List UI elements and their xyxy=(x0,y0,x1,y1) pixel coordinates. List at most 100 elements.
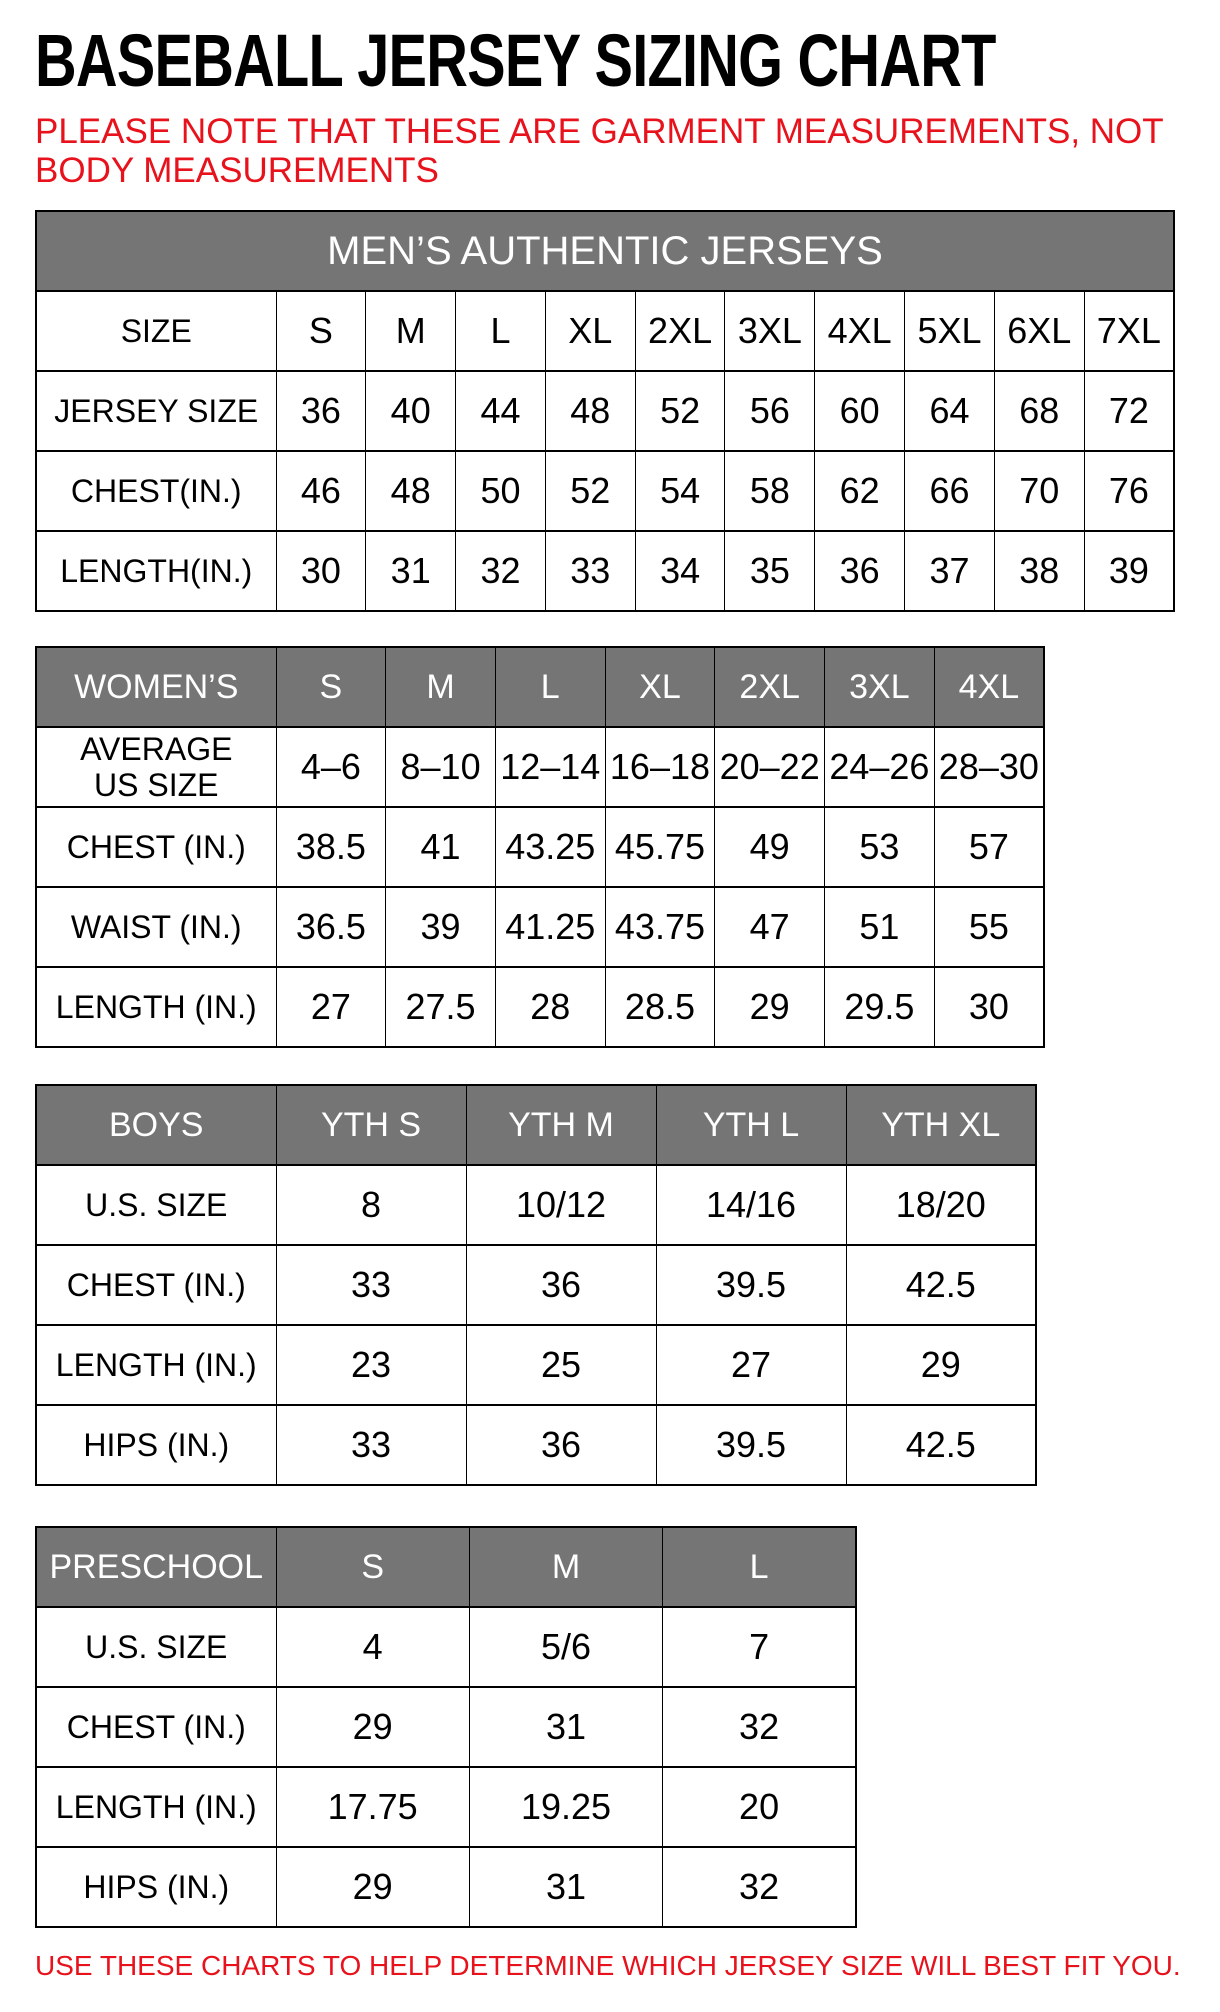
womens-value-cell: 39 xyxy=(385,886,496,969)
womens-value-cell: 29 xyxy=(714,966,826,1049)
preschool-size-header: L xyxy=(662,1526,857,1609)
mens-value-cell: 64 xyxy=(904,370,995,453)
mens-value-cell: M xyxy=(365,290,457,373)
boys-value-cell: 23 xyxy=(275,1324,467,1407)
preschool-size-header: M xyxy=(468,1526,664,1609)
womens-value-cell: 53 xyxy=(824,806,935,889)
boys-table-row: HIPS (IN.) 33 36 39.5 42.5 xyxy=(35,1404,1037,1487)
mens-value-cell: 62 xyxy=(814,450,906,533)
preschool-value-cell: 5/6 xyxy=(468,1606,664,1689)
mens-value-cell: 7XL xyxy=(1083,290,1175,373)
mens-value-cell: 31 xyxy=(365,530,457,613)
womens-row-label: CHEST (IN.) xyxy=(35,806,277,889)
mens-value-cell: 44 xyxy=(455,370,546,453)
preschool-header-label: PRESCHOOL xyxy=(35,1526,277,1609)
mens-value-cell: 2XL xyxy=(634,290,726,373)
mens-table-row: CHEST(IN.) 46 48 50 52 54 58 62 66 70 76 xyxy=(35,450,1175,533)
mens-value-cell: L xyxy=(455,290,546,373)
mens-value-cell: 4XL xyxy=(814,290,906,373)
mens-banner-row: MEN’S AUTHENTIC JERSEYS xyxy=(35,210,1175,293)
mens-table-row: SIZE S M L XL 2XL 3XL 4XL 5XL 6XL 7XL xyxy=(35,290,1175,373)
womens-size-header: 4XL xyxy=(933,646,1045,729)
preschool-value-cell: 31 xyxy=(468,1846,664,1929)
mens-value-cell: 6XL xyxy=(993,290,1085,373)
boys-value-cell: 36 xyxy=(465,1244,657,1327)
mens-row-label: CHEST(IN.) xyxy=(35,450,277,533)
mens-table-row: JERSEY SIZE 36 40 44 48 52 56 60 64 68 72 xyxy=(35,370,1175,453)
mens-value-cell: 38 xyxy=(993,530,1085,613)
mens-table-row: LENGTH(IN.) 30 31 32 33 34 35 36 37 38 39 xyxy=(35,530,1175,613)
preschool-value-cell: 4 xyxy=(275,1606,470,1689)
garment-measurements-note: PLEASE NOTE THAT THESE ARE GARMENT MEASU… xyxy=(35,112,1164,191)
mens-value-cell: 36 xyxy=(275,370,367,453)
mens-value-cell: 70 xyxy=(993,450,1085,533)
preschool-table-row: LENGTH (IN.) 17.75 19.25 20 xyxy=(35,1766,857,1849)
mens-value-cell: 76 xyxy=(1083,450,1175,533)
womens-value-cell: 43.25 xyxy=(494,806,606,889)
boys-row-label: U.S. SIZE xyxy=(35,1164,277,1247)
womens-row-label: WAIST (IN.) xyxy=(35,886,277,969)
mens-value-cell: 52 xyxy=(634,370,726,453)
mens-value-cell: 52 xyxy=(544,450,636,533)
page-title: BASEBALL JERSEY SIZING CHART xyxy=(35,19,996,102)
boys-value-cell: 14/16 xyxy=(655,1164,847,1247)
womens-value-cell: 8–10 xyxy=(385,726,496,809)
womens-value-cell: 27 xyxy=(275,966,387,1049)
mens-row-label: JERSEY SIZE xyxy=(35,370,277,453)
boys-row-label: CHEST (IN.) xyxy=(35,1244,277,1327)
boys-value-cell: 39.5 xyxy=(655,1404,847,1487)
womens-value-cell: 55 xyxy=(933,886,1045,969)
preschool-size-header: S xyxy=(275,1526,470,1609)
boys-sizing-table: BOYS YTH S YTH M YTH L YTH XL U.S. SIZE 8 10/12… xyxy=(35,1084,1037,1487)
mens-value-cell: 40 xyxy=(365,370,457,453)
boys-size-header: YTH S xyxy=(275,1084,467,1167)
womens-value-cell: 20–22 xyxy=(714,726,826,809)
womens-value-cell: 12–14 xyxy=(494,726,606,809)
preschool-table-row: U.S. SIZE 4 5/6 7 xyxy=(35,1606,857,1689)
boys-row-label: HIPS (IN.) xyxy=(35,1404,277,1487)
boys-value-cell: 8 xyxy=(275,1164,467,1247)
preschool-row-label: LENGTH (IN.) xyxy=(35,1766,277,1849)
mens-value-cell: 46 xyxy=(275,450,367,533)
mens-value-cell: 50 xyxy=(455,450,546,533)
boys-row-label: LENGTH (IN.) xyxy=(35,1324,277,1407)
womens-sizing-table: WOMEN’S S M L XL 2XL 3XL 4XL AVERAGE US SIZE 4–6 8… xyxy=(35,646,1045,1049)
womens-value-cell: 38.5 xyxy=(275,806,387,889)
womens-value-cell: 43.75 xyxy=(604,886,716,969)
boys-value-cell: 27 xyxy=(655,1324,847,1407)
preschool-row-label: HIPS (IN.) xyxy=(35,1846,277,1929)
mens-value-cell: 39 xyxy=(1083,530,1175,613)
womens-value-cell: 28.5 xyxy=(604,966,716,1049)
preschool-value-cell: 20 xyxy=(662,1766,857,1849)
womens-value-cell: 57 xyxy=(933,806,1045,889)
womens-value-cell: 27.5 xyxy=(385,966,496,1049)
boys-size-header: YTH M xyxy=(465,1084,657,1167)
mens-value-cell: 72 xyxy=(1083,370,1175,453)
boys-value-cell: 33 xyxy=(275,1244,467,1327)
mens-value-cell: 3XL xyxy=(724,290,816,373)
boys-value-cell: 18/20 xyxy=(845,1164,1037,1247)
womens-value-cell: 41 xyxy=(385,806,496,889)
preschool-row-label: CHEST (IN.) xyxy=(35,1686,277,1769)
mens-row-label: SIZE xyxy=(35,290,277,373)
boys-value-cell: 39.5 xyxy=(655,1244,847,1327)
preschool-value-cell: 32 xyxy=(662,1686,857,1769)
boys-value-cell: 36 xyxy=(465,1404,657,1487)
mens-value-cell: 35 xyxy=(724,530,816,613)
mens-value-cell: XL xyxy=(544,290,636,373)
womens-size-header: 3XL xyxy=(824,646,935,729)
mens-value-cell: 58 xyxy=(724,450,816,533)
boys-value-cell: 10/12 xyxy=(465,1164,657,1247)
boys-table-row: U.S. SIZE 8 10/12 14/16 18/20 xyxy=(35,1164,1037,1247)
preschool-value-cell: 29 xyxy=(275,1846,470,1929)
womens-size-header: 2XL xyxy=(714,646,826,729)
womens-size-header: S xyxy=(275,646,387,729)
womens-size-header: L xyxy=(494,646,606,729)
mens-value-cell: S xyxy=(275,290,367,373)
womens-value-cell: 47 xyxy=(714,886,826,969)
womens-value-cell: 29.5 xyxy=(824,966,935,1049)
womens-header-label: WOMEN’S xyxy=(35,646,277,729)
mens-value-cell: 48 xyxy=(365,450,457,533)
mens-value-cell: 37 xyxy=(904,530,995,613)
